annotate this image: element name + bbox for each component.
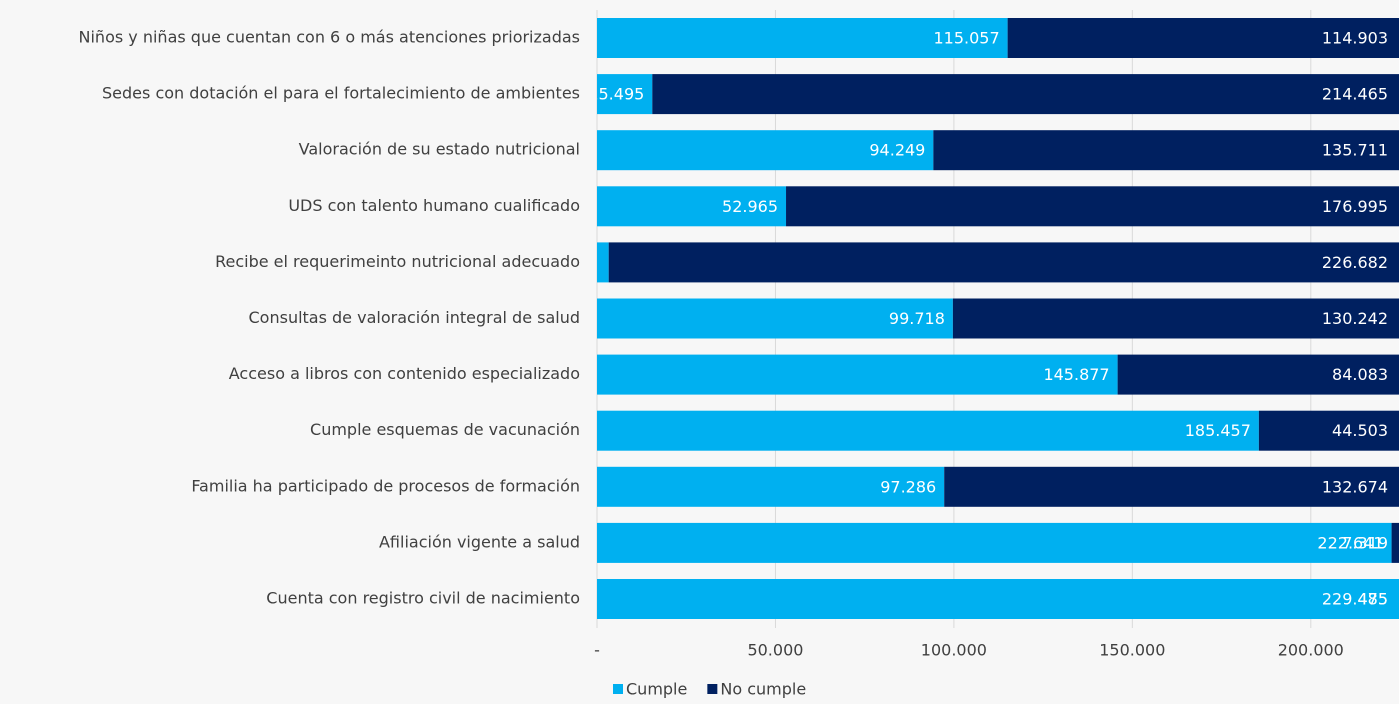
data-label: 475: [1357, 590, 1388, 609]
bar-segment: [1007, 18, 1399, 58]
bar-segment: [597, 18, 1008, 58]
bar-segment: [933, 130, 1399, 171]
bar-segment: [597, 466, 945, 507]
bar-segment: [786, 186, 1399, 227]
data-label: 176.995: [1322, 197, 1388, 216]
category-label: Sedes con dotación el para el fortalecim…: [102, 84, 580, 103]
data-label: 52.965: [722, 197, 778, 216]
legend-swatch: [613, 684, 623, 694]
data-label: 135.711: [1322, 141, 1388, 160]
category-label: Niños y niñas que cuentan con 6 o más at…: [79, 28, 580, 47]
x-tick-label: 50.000: [747, 641, 803, 660]
data-label: 145.877: [1043, 365, 1109, 384]
bar-segment: [952, 298, 1399, 339]
x-tick-label: -: [594, 641, 600, 660]
data-label: 97.286: [880, 477, 936, 496]
data-label: 7.319: [1342, 533, 1388, 552]
bar-segment: [597, 410, 1259, 451]
bar-segment: [1391, 522, 1399, 563]
category-label: UDS con talento humano cualificado: [288, 196, 580, 215]
bar-segment: [1258, 410, 1399, 451]
x-tick-label: 150.000: [1099, 641, 1165, 660]
bar-segment: [597, 522, 1392, 563]
bar-segment: [652, 74, 1399, 115]
data-label: 99.718: [889, 309, 945, 328]
data-label: 114.903: [1322, 29, 1388, 48]
data-label: 94.249: [869, 141, 925, 160]
data-label: 132.674: [1322, 477, 1388, 496]
category-label: Familia ha participado de procesos de fo…: [191, 476, 580, 495]
bar-segment: [597, 130, 934, 171]
bar-segment: [597, 186, 787, 227]
category-label: Recibe el requerimeinto nutricional adec…: [215, 252, 580, 271]
legend-swatch: [707, 684, 718, 694]
legend-label: No cumple: [720, 680, 806, 699]
bar-segment: [597, 242, 609, 283]
category-label: Valoración de su estado nutricional: [299, 140, 580, 159]
data-label: 15.495: [588, 85, 644, 104]
bar-segment: [944, 466, 1399, 507]
data-label: 84.083: [1332, 365, 1388, 384]
category-label: Cuenta con registro civil de nacimiento: [266, 589, 580, 608]
category-label: Consultas de valoración integral de salu…: [249, 308, 581, 327]
bar-segment: [597, 354, 1118, 395]
bar-segment: [1117, 354, 1399, 395]
category-label: Afiliación vigente a salud: [379, 532, 580, 551]
legend-label: Cumple: [626, 680, 687, 699]
bar-segment: [608, 242, 1399, 283]
category-label: Acceso a libros con contenido especializ…: [229, 364, 580, 383]
bar-segment: [597, 298, 953, 339]
category-label: Cumple esquemas de vacunación: [310, 420, 580, 439]
data-label: 222.641: [1317, 533, 1383, 552]
data-label: 226.682: [1322, 253, 1388, 272]
data-label: 185.457: [1185, 421, 1251, 440]
bar-segment: [597, 74, 653, 115]
data-label: 115.057: [933, 29, 999, 48]
bar-segment: [597, 579, 1399, 619]
x-tick-label: 100.000: [921, 641, 987, 660]
x-tick-label: 200.000: [1278, 641, 1344, 660]
data-label: 44.503: [1332, 421, 1388, 440]
data-label: 229.485: [1322, 590, 1388, 609]
data-label: 214.465: [1322, 85, 1388, 104]
data-label: 130.242: [1322, 309, 1388, 328]
